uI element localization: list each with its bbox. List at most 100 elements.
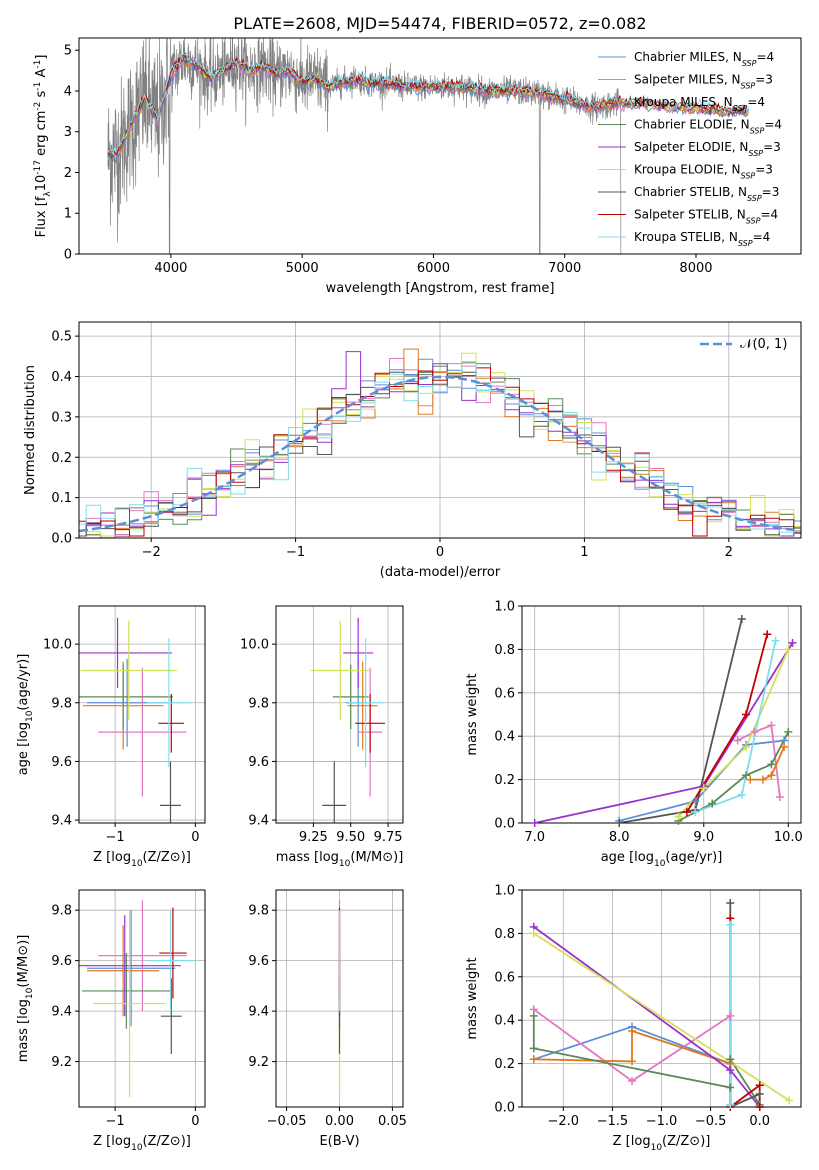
series-kroupa-miles	[533, 1029, 731, 1065]
x-axis-label: wavelength [Angstrom, rest frame]	[326, 281, 555, 296]
series-kroupa-elodie	[533, 932, 790, 1102]
x-tick-label: 7000	[548, 261, 581, 276]
y-tick-label: 9.8	[51, 904, 72, 919]
marker-kroupa-miles	[780, 743, 789, 752]
marker-salpeter-elodie	[788, 638, 797, 647]
axes-frame	[521, 605, 802, 824]
series-kroupa-miles	[750, 746, 785, 781]
axes-frame	[78, 321, 802, 539]
x-tick-label: 9.50	[336, 830, 365, 845]
y-tick-label: 2	[64, 166, 72, 181]
series-salpeter-elodie	[533, 926, 761, 1107]
y-axis-label: mass weight	[465, 673, 480, 755]
x-tick-label: 1	[580, 545, 588, 560]
axes-frame	[275, 605, 404, 824]
y-tick-label: 0.1	[51, 491, 72, 506]
x-tick-label: 9.25	[299, 830, 328, 845]
marker-chabrier-stelib	[737, 615, 746, 624]
x-tick-label: 0	[436, 545, 444, 560]
series-salpeter-stelib	[686, 633, 769, 813]
marker-salpeter-stelib	[755, 1081, 764, 1090]
y-tick-label: 0.2	[51, 451, 72, 466]
y-tick-label: 0.5	[51, 330, 72, 345]
marker-chabrier-elodie	[726, 1055, 735, 1064]
y-axis-label: age [log10(age/yr)]	[16, 654, 35, 776]
marker-salpeter-miles	[750, 727, 759, 736]
y-tick-label: 0.0	[494, 817, 515, 832]
axes-frame	[78, 889, 206, 1108]
panel-weight-vs-Z: −2.0 −1.5 −1.0 −0.5 0.0 0.0 0.2 0.4 0.6 0.8 1.0 Z […	[465, 884, 802, 1153]
legend-entry: Salpeter ELODIE, NSSP=3	[634, 140, 781, 158]
x-tick-label: 9.75	[374, 830, 403, 845]
y-tick-label: 0.6	[494, 686, 515, 701]
marker-salpeter-stelib	[755, 1103, 764, 1111]
legend-entry: Kroupa MILES, NSSP=4	[634, 95, 765, 113]
y-tick-label: 5	[64, 44, 72, 59]
x-tick-label: 2	[725, 545, 733, 560]
x-tick-label: −2	[142, 545, 161, 560]
marker-kroupa-elodie	[785, 1096, 794, 1105]
legend-entry: Salpeter STELIB, NSSP=4	[634, 208, 778, 226]
panel-spectrum: 4000 5000 6000 7000 8000 0 1 2 3 4 5 wavelength [An…	[33, 37, 802, 296]
panel-age-vs-Z: −1 0 9.4 9.6 9.8 10.0 Z [log10(Z/Z⊙)] age [log1…	[16, 605, 206, 869]
marker-chabrier-elodie	[742, 771, 751, 780]
y-tick-label: 0.0	[51, 532, 72, 547]
x-tick-label: −2.0	[547, 1114, 579, 1129]
marker-chabrier-stelib	[726, 899, 735, 908]
marker-kroupa-elodie	[699, 784, 708, 793]
marker-salpeter-miles	[726, 1011, 735, 1020]
axes-frame	[275, 889, 404, 1108]
histogram-chabrier-stelib	[79, 371, 801, 537]
y-tick-label: 9.8	[51, 696, 72, 711]
x-tick-label: −1	[106, 830, 125, 845]
normal-curve	[79, 375, 799, 533]
y-tick-label: 1.0	[494, 600, 515, 615]
legend-entry: 𝒩(0, 1)	[740, 337, 787, 352]
y-tick-label: 9.4	[51, 1005, 72, 1020]
marker-kroupa-stelib	[726, 1100, 735, 1109]
histogram-chabrier-miles	[79, 358, 801, 537]
y-tick-label: 4	[64, 84, 72, 99]
marker-chabrier-stelib	[755, 1089, 764, 1098]
plot-area	[79, 348, 801, 538]
marker-kroupa-elodie	[784, 645, 793, 654]
marker-chabrier-elodie	[529, 1011, 538, 1020]
y-tick-label: 0.3	[51, 410, 72, 425]
marker-salpeter-miles	[767, 721, 776, 730]
plot-area	[79, 617, 191, 823]
panel-mass-vs-Z: −1 0 9.2 9.4 9.6 9.8 Z [log10(Z/Z⊙)] mass [log1…	[16, 889, 206, 1153]
panel-mass-vs-ebv: −0.05 0.00 0.05 9.2 9.4 9.6 9.8 E(B-V)	[248, 889, 407, 1149]
marker-chabrier-elodie	[726, 1083, 735, 1092]
marker-salpeter-stelib	[742, 710, 751, 719]
x-tick-label: 9.0	[693, 830, 714, 845]
model-spectrum-salpeter-stelib	[107, 52, 749, 155]
y-tick-label: 0.2	[494, 1057, 515, 1072]
x-tick-label: 4000	[154, 261, 187, 276]
y-tick-label: 0	[64, 248, 72, 263]
x-tick-label: −1.5	[597, 1114, 629, 1129]
y-tick-label: 10.0	[43, 638, 72, 653]
legend-entry: Salpeter MILES, NSSP=3	[634, 73, 773, 91]
x-tick-label: 5000	[286, 261, 319, 276]
marker-salpeter-stelib	[682, 808, 691, 817]
y-axis-label: Normed distribution	[23, 365, 38, 495]
y-tick-label: 9.6	[248, 755, 269, 770]
series-salpeter-miles	[737, 724, 781, 798]
series-chabrier-miles	[618, 739, 785, 822]
y-tick-label: 0.4	[51, 370, 72, 385]
x-axis-label: age [log10(age/yr)]	[601, 850, 723, 869]
plot-area	[79, 900, 195, 1097]
marker-salpeter-miles	[733, 736, 742, 745]
x-tick-label: 0.0	[749, 1114, 770, 1129]
plot-area	[107, 38, 749, 254]
x-axis-label: Z [log10(Z/Z⊙)]	[93, 1134, 191, 1153]
marker-chabrier-elodie	[529, 1044, 538, 1053]
y-tick-label: 10.0	[240, 638, 269, 653]
y-tick-label: 9.4	[248, 814, 269, 829]
y-tick-label: 9.2	[248, 1055, 269, 1070]
marker-chabrier-miles	[691, 797, 700, 806]
spectrum-legend: Chabrier MILES, NSSP=4 Salpeter MILES, NS…	[598, 50, 782, 248]
y-tick-label: 9.6	[51, 755, 72, 770]
x-tick-label: 6000	[417, 261, 450, 276]
x-axis-label: E(B-V)	[319, 1134, 359, 1149]
